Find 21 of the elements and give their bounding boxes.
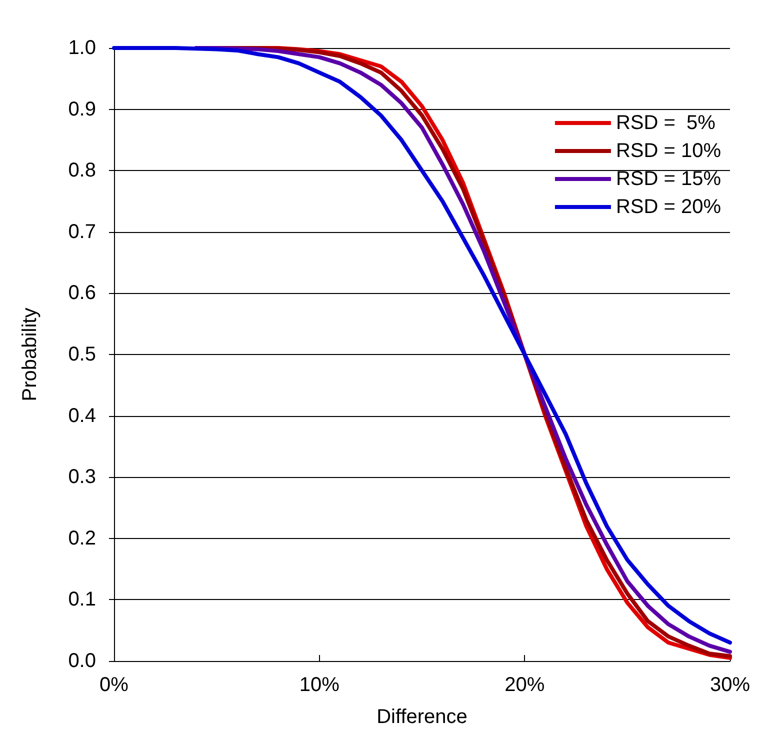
legend-label: RSD = 5% <box>616 112 716 134</box>
legend-label: RSD = 15% <box>616 168 722 190</box>
x-axis-title: Difference <box>376 706 468 728</box>
y-tick-label: 0.3 <box>68 466 96 488</box>
y-tick-label: 0.5 <box>68 344 96 366</box>
y-tick-label: 0.2 <box>68 527 96 550</box>
legend-label: RSD = 10% <box>616 140 722 162</box>
y-tick-label: 0.6 <box>68 282 96 304</box>
x-tick-label: 30% <box>710 674 750 696</box>
x-tick-label: 10% <box>299 674 340 696</box>
x-tick-label: 20% <box>504 674 545 696</box>
y-tick-label: 0.1 <box>68 588 96 611</box>
y-tick-label: 0.8 <box>68 160 96 182</box>
y-tick-label: 0.0 <box>68 650 96 672</box>
x-tick-label: 0% <box>100 674 129 696</box>
y-axis-title: Probability <box>19 308 41 402</box>
y-tick-label: 0.7 <box>68 220 96 243</box>
y-tick-label: 0.9 <box>68 98 96 120</box>
legend-label: RSD = 20% <box>616 196 722 218</box>
y-tick-label: 1.0 <box>68 37 96 59</box>
y-tick-label: 0.4 <box>68 404 96 427</box>
